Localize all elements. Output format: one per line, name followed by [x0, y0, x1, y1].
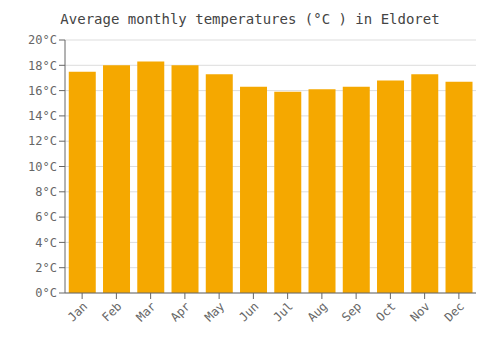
- svg-text:Aug: Aug: [305, 299, 330, 324]
- svg-text:4°C: 4°C: [35, 236, 57, 250]
- svg-text:Mar: Mar: [134, 299, 159, 324]
- svg-text:Jan: Jan: [65, 299, 90, 324]
- svg-text:18°C: 18°C: [28, 59, 57, 73]
- svg-text:12°C: 12°C: [28, 134, 57, 148]
- svg-text:0°C: 0°C: [35, 286, 57, 300]
- svg-text:8°C: 8°C: [35, 185, 57, 199]
- svg-text:Jun: Jun: [236, 299, 261, 324]
- svg-text:Nov: Nov: [408, 299, 433, 324]
- svg-text:10°C: 10°C: [28, 160, 57, 174]
- svg-text:14°C: 14°C: [28, 109, 57, 123]
- svg-text:Apr: Apr: [168, 299, 193, 324]
- svg-text:2°C: 2°C: [35, 261, 57, 275]
- html-text:Average monthly temperatures (: Average monthly temperatures (°C ) in El…: [60, 11, 440, 27]
- svg-text:May: May: [202, 299, 227, 324]
- svg-text:Sep: Sep: [339, 299, 364, 324]
- svg-text:16°C: 16°C: [28, 84, 57, 98]
- svg-text:6°C: 6°C: [35, 210, 57, 224]
- svg-text:Feb: Feb: [99, 299, 124, 324]
- svg-text:20°C: 20°C: [28, 33, 57, 47]
- svg-text:Dec: Dec: [442, 299, 467, 324]
- svg-text:Oct: Oct: [373, 299, 398, 324]
- svg-text:Jul: Jul: [271, 299, 296, 324]
